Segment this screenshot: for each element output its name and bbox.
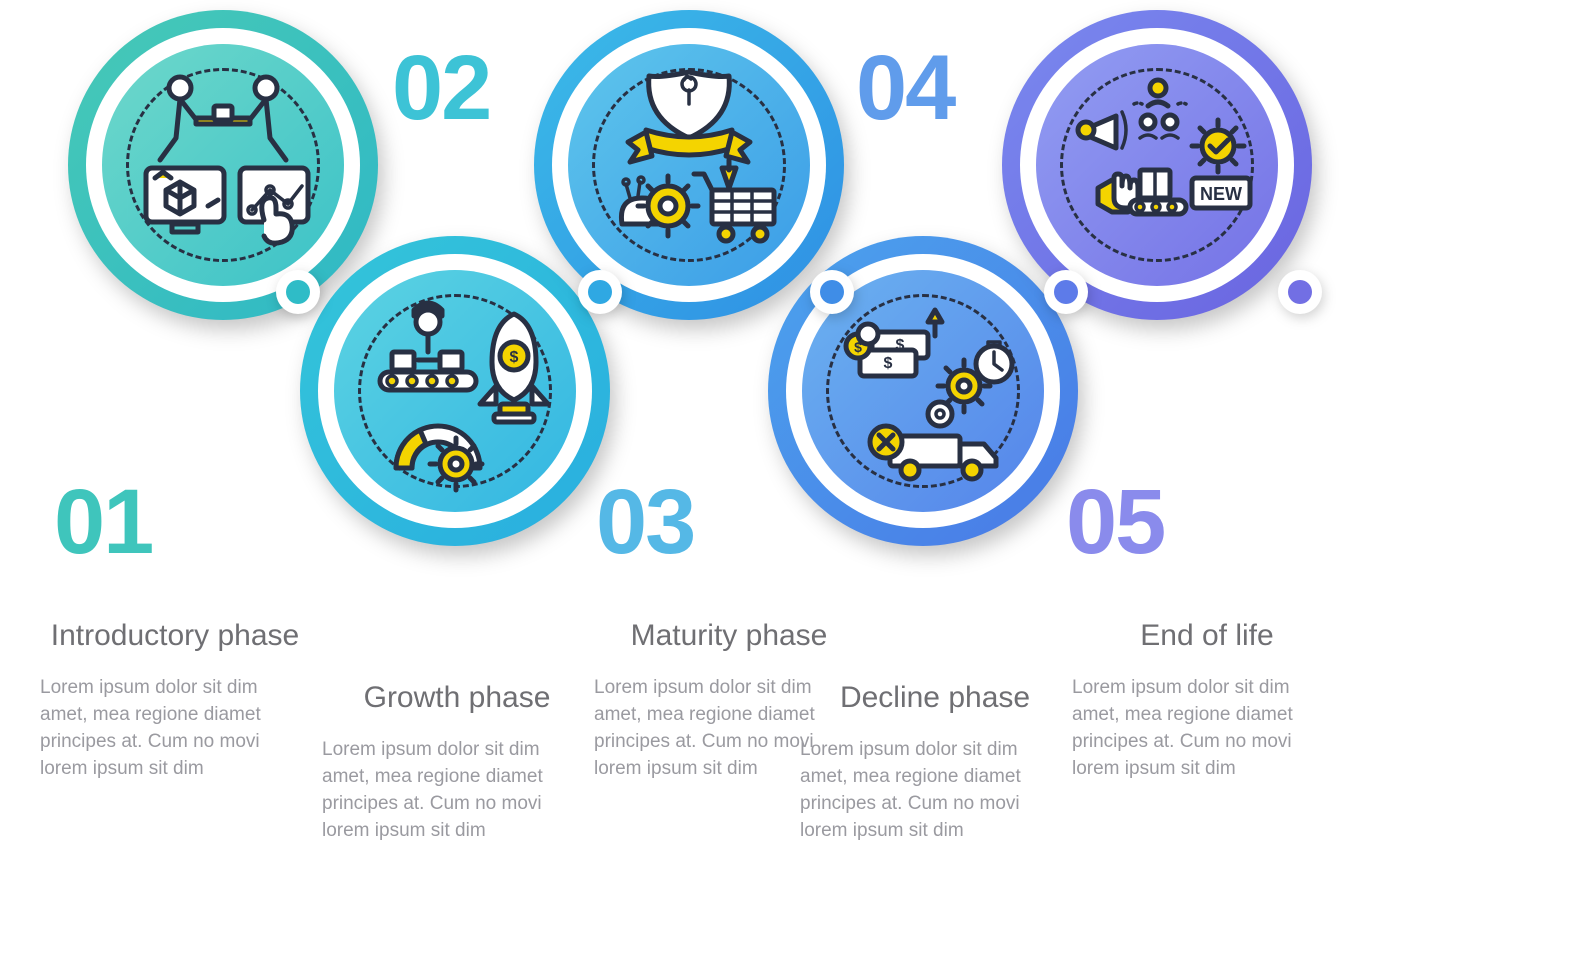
infographic-stage: $ xyxy=(0,0,1569,980)
phase-text-04: Decline phase Lorem ipsum dolor sit dim … xyxy=(800,680,1070,845)
phase-text-01: Introductory phase Lorem ipsum dolor sit… xyxy=(40,618,310,783)
svg-text:$: $ xyxy=(896,337,905,354)
connector-dot-1 xyxy=(276,270,320,314)
phase-text-05: End of life Lorem ipsum dolor sit dim am… xyxy=(1072,618,1342,783)
phase-body: Lorem ipsum dolor sit dim amet, mea regi… xyxy=(800,737,1070,845)
svg-text:$: $ xyxy=(884,355,893,372)
phase-title: Maturity phase xyxy=(594,618,864,653)
phase-body: Lorem ipsum dolor sit dim amet, mea regi… xyxy=(1072,675,1342,783)
phase-title: End of life xyxy=(1072,618,1342,653)
phase-text-02: Growth phase Lorem ipsum dolor sit dim a… xyxy=(322,680,592,845)
phase-body: Lorem ipsum dolor sit dim amet, mea regi… xyxy=(40,675,310,783)
phase-number-04: 04 xyxy=(856,42,954,134)
connector-dot-4 xyxy=(1044,270,1088,314)
connector-dot-3 xyxy=(810,270,854,314)
phase-title: Introductory phase xyxy=(40,618,310,653)
phase-number-05: 05 xyxy=(1066,476,1164,568)
svg-text:$: $ xyxy=(510,349,519,366)
phase-number-02: 02 xyxy=(392,42,490,134)
phase-title: Decline phase xyxy=(800,680,1070,715)
phase-number-01: 01 xyxy=(54,476,152,568)
svg-text:NEW: NEW xyxy=(1200,184,1242,204)
phase-circle-05: NEW xyxy=(1002,10,1312,320)
phase-title: Growth phase xyxy=(322,680,592,715)
connector-dot-2 xyxy=(578,270,622,314)
phase-body: Lorem ipsum dolor sit dim amet, mea regi… xyxy=(322,737,592,845)
connector-dot-5 xyxy=(1278,270,1322,314)
phase-number-03: 03 xyxy=(596,476,694,568)
phase-icon-eol: NEW xyxy=(1002,10,1312,320)
